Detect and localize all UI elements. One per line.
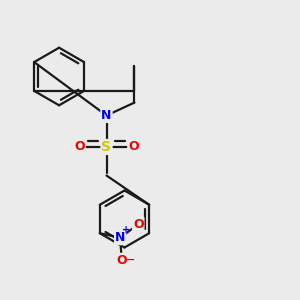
Text: N: N xyxy=(115,231,125,244)
Text: O: O xyxy=(128,140,139,154)
Text: O: O xyxy=(74,140,85,154)
Text: −: − xyxy=(125,255,135,265)
Text: S: S xyxy=(101,140,112,154)
Text: O: O xyxy=(133,218,143,231)
Text: O: O xyxy=(116,254,127,267)
Text: +: + xyxy=(122,225,130,235)
Text: N: N xyxy=(101,109,112,122)
